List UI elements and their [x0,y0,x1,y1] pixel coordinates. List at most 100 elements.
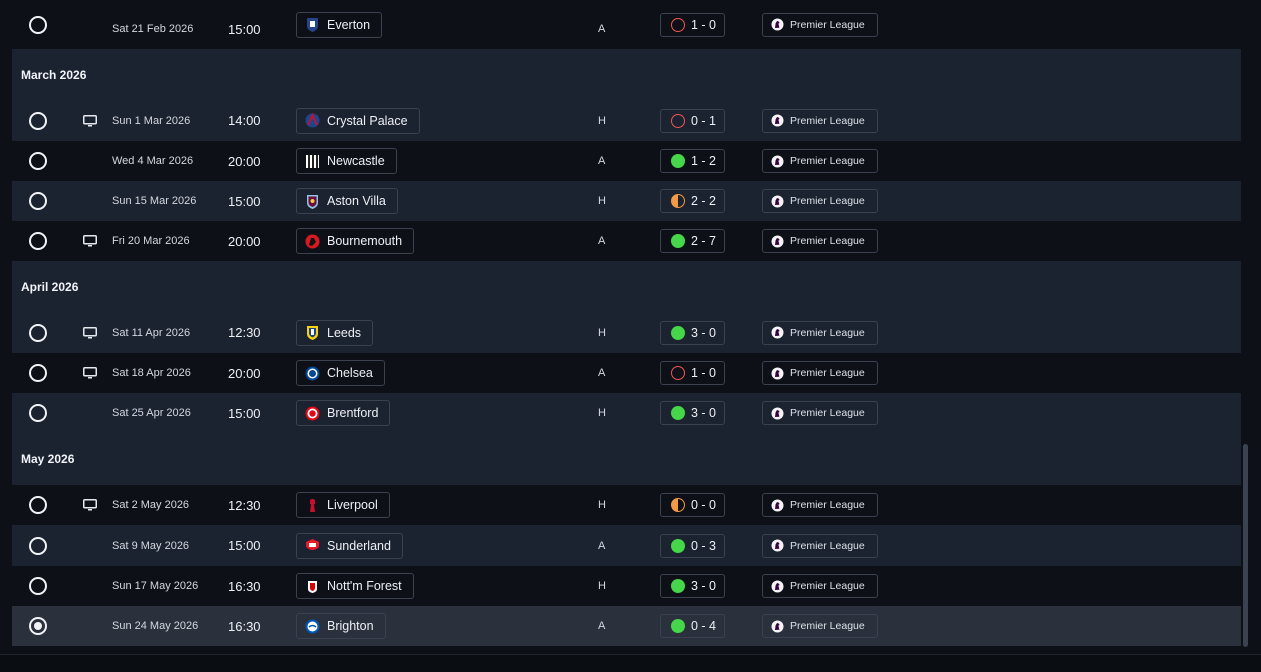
competition-label: Premier League [790,195,865,207]
kickoff-time: 20:00 [228,153,261,169]
opponent-button[interactable]: Aston Villa [296,188,398,214]
crystal-palace-crest-icon [305,112,320,128]
venue-label: H [598,326,606,339]
opponent-button[interactable]: Brentford [296,400,391,426]
result-badge: 3 - 0 [660,320,725,345]
fixture-row[interactable]: Sat 9 May 2026 15:00 Sunderland A 0 - 3 … [12,525,1241,566]
select-radio[interactable] [29,496,47,514]
competition-button[interactable]: Premier League [762,12,878,37]
competition-label: Premier League [790,18,865,31]
fixture-row[interactable]: Sun 15 Mar 2026 15:00 Aston Villa H 2 - … [12,181,1241,221]
opponent-name: Crystal Palace [327,113,408,128]
venue-label: A [598,155,606,167]
competition-button[interactable]: Premier League [762,401,878,425]
premier-league-icon [771,367,784,379]
kickoff-time: 15:00 [228,21,261,37]
competition-button[interactable]: Premier League [762,149,878,173]
opponent-name: Nott'm Forest [327,579,402,593]
fixtures-list: Sat 21 Feb 2026 15:00 Everton A 1 - 0 Pr… [12,0,1241,646]
premier-league-icon [771,235,784,247]
venue-label: A [598,620,606,632]
opponent-button[interactable]: Brighton [296,613,386,639]
month-label: April 2026 [21,280,79,294]
opponent-button[interactable]: Chelsea [296,360,385,386]
select-radio[interactable] [29,232,47,250]
result-status-icon [671,619,685,633]
fixture-date: Sat 9 May 2026 [112,539,190,552]
fixture-row[interactable]: Sat 11 Apr 2026 12:30 Leeds H 3 - 0 Prem… [12,312,1241,353]
fixture-row[interactable]: Sat 2 May 2026 12:30 Liverpool H 0 - 0 P… [12,485,1241,525]
competition-button[interactable]: Premier League [762,189,878,213]
competition-button[interactable]: Premier League [762,108,878,133]
opponent-button[interactable]: Crystal Palace [296,107,420,134]
competition-label: Premier League [790,539,865,552]
opponent-name: Chelsea [327,366,373,380]
opponent-name: Newcastle [327,154,385,168]
competition-button[interactable]: Premier League [762,574,878,598]
select-radio[interactable] [29,152,47,170]
competition-button[interactable]: Premier League [762,493,878,517]
select-radio[interactable] [29,111,47,130]
venue-label: H [598,114,606,127]
select-radio[interactable] [29,577,47,595]
competition-button[interactable]: Premier League [762,361,878,385]
result-badge: 3 - 0 [660,401,725,425]
tv-icon [83,235,97,247]
competition-button[interactable]: Premier League [762,614,878,638]
result-badge: 3 - 0 [660,574,725,598]
result-status-icon [671,194,685,208]
fixture-row[interactable]: Sun 17 May 2026 16:30 Nott'm Forest H 3 … [12,566,1241,606]
score: 3 - 0 [691,325,717,340]
kickoff-time: 15:00 [228,538,261,553]
select-radio[interactable] [29,15,47,34]
month-header: March 2026 [12,49,1241,100]
opponent-button[interactable]: Liverpool [296,492,390,518]
opponent-button[interactable]: Newcastle [296,148,397,174]
fixture-row[interactable]: Sat 18 Apr 2026 20:00 Chelsea A 1 - 0 Pr… [12,353,1241,393]
kickoff-time: 20:00 [228,365,261,381]
fixture-date: Sat 21 Feb 2026 [112,23,194,35]
kickoff-time: 20:00 [228,233,261,249]
kickoff-time: 16:30 [228,618,261,634]
newcastle-crest-icon [305,154,320,169]
kickoff-time: 16:30 [228,578,261,594]
competition-button[interactable]: Premier League [762,533,878,558]
select-radio[interactable] [29,192,47,210]
competition-label: Premier League [790,620,865,632]
month-label: March 2026 [21,68,87,82]
month-header: May 2026 [12,433,1241,485]
score: 0 - 0 [691,498,717,512]
score: 1 - 0 [691,17,717,32]
score: 2 - 2 [691,194,717,208]
result-badge: 2 - 2 [660,189,725,213]
fixture-row[interactable]: Sun 1 Mar 2026 14:00 Crystal Palace H 0 … [12,100,1241,141]
fixture-row[interactable]: Sun 24 May 2026 16:30 Brighton A 0 - 4 P… [12,606,1241,646]
fixture-row[interactable]: Fri 20 Mar 2026 20:00 Bournemouth A 2 - … [12,221,1241,261]
fixture-date: Sat 18 Apr 2026 [112,367,191,379]
select-radio[interactable] [29,617,47,635]
fixture-row[interactable]: Sat 21 Feb 2026 15:00 Everton A 1 - 0 Pr… [12,0,1241,49]
opponent-button[interactable]: Nott'm Forest [296,573,414,599]
opponent-name: Everton [327,17,371,32]
score: 3 - 0 [691,406,717,420]
select-radio[interactable] [29,364,47,382]
fixture-date: Sun 24 May 2026 [112,620,199,632]
competition-button[interactable]: Premier League [762,320,878,345]
fixture-row[interactable]: Wed 4 Mar 2026 20:00 Newcastle A 1 - 2 P… [12,141,1241,181]
opponent-button[interactable]: Everton [296,11,383,38]
premier-league-icon [771,499,784,511]
opponent-button[interactable]: Leeds [296,319,374,346]
select-radio[interactable] [29,536,47,555]
panel-bottom-edge [0,654,1261,672]
bournemouth-crest-icon [305,234,320,249]
opponent-button[interactable]: Bournemouth [296,228,415,254]
fixture-row[interactable]: Sat 25 Apr 2026 15:00 Brentford H 3 - 0 … [12,393,1241,433]
opponent-button[interactable]: Sunderland [296,532,403,559]
competition-label: Premier League [790,235,865,247]
select-radio[interactable] [29,323,47,342]
select-radio[interactable] [29,404,47,422]
fixture-date: Sat 11 Apr 2026 [112,326,191,339]
competition-button[interactable]: Premier League [762,229,878,253]
competition-label: Premier League [790,580,865,592]
scrollbar-thumb[interactable] [1243,444,1248,647]
